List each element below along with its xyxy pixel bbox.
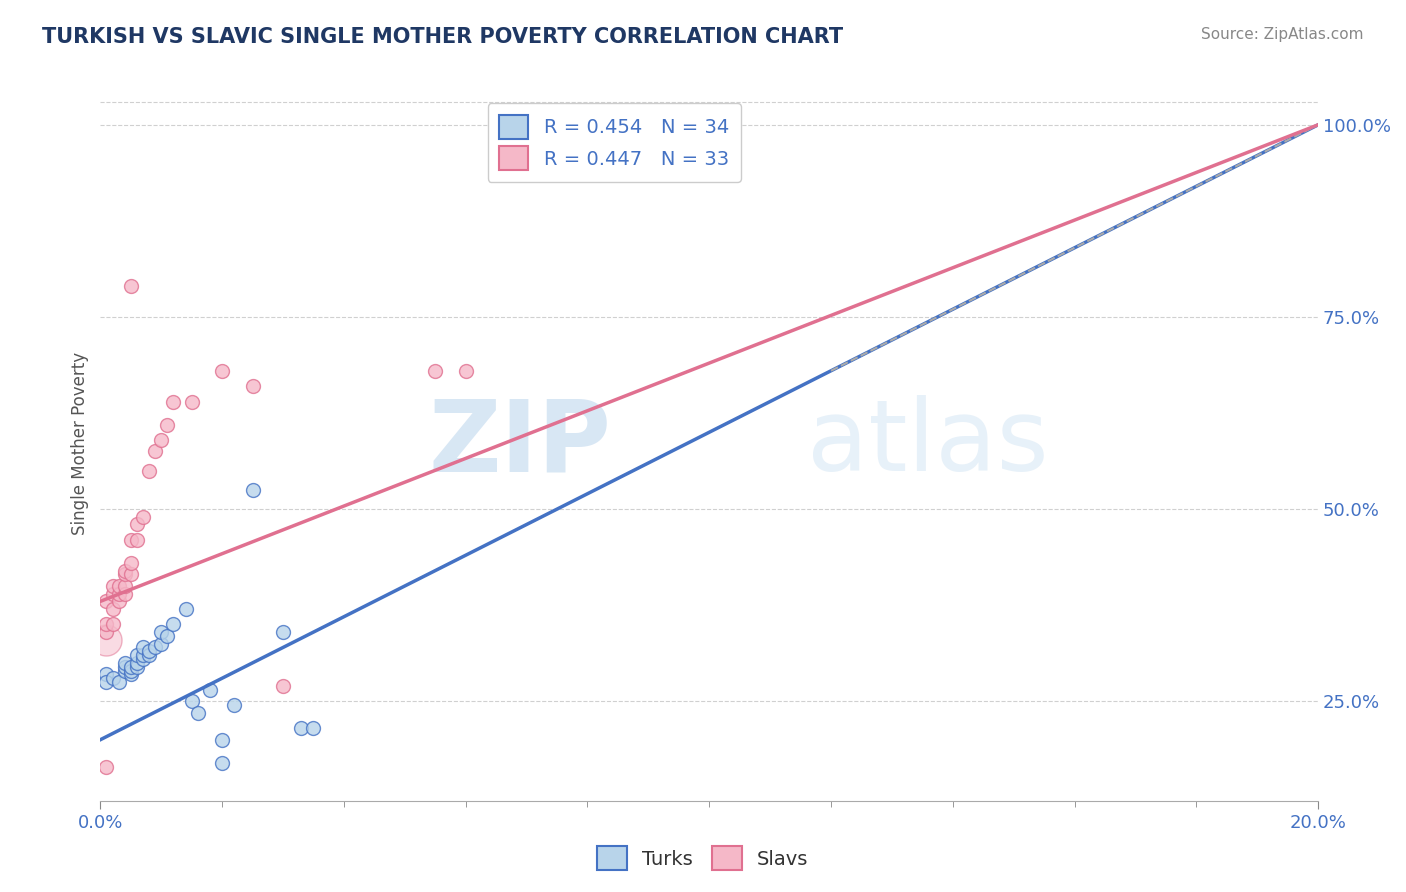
Y-axis label: Single Mother Poverty: Single Mother Poverty bbox=[72, 352, 89, 535]
Point bbox=[125, 517, 148, 532]
Point bbox=[138, 464, 160, 478]
Point bbox=[454, 364, 477, 378]
Point bbox=[290, 721, 312, 735]
Point bbox=[107, 675, 129, 690]
Point bbox=[150, 637, 173, 651]
Point bbox=[120, 533, 142, 547]
Point bbox=[143, 640, 166, 655]
Point bbox=[132, 509, 155, 524]
Point bbox=[242, 483, 264, 497]
Text: atlas: atlas bbox=[807, 395, 1049, 492]
Text: ZIP: ZIP bbox=[429, 395, 612, 492]
Point bbox=[96, 594, 118, 608]
Point bbox=[242, 379, 264, 393]
Text: Source: ZipAtlas.com: Source: ZipAtlas.com bbox=[1201, 27, 1364, 42]
Point bbox=[125, 533, 148, 547]
Legend: Turks, Slavs: Turks, Slavs bbox=[589, 838, 817, 878]
Point bbox=[198, 682, 221, 697]
Point bbox=[120, 659, 142, 673]
Point bbox=[150, 625, 173, 640]
Point bbox=[162, 617, 184, 632]
Point bbox=[114, 664, 136, 678]
Point bbox=[271, 679, 294, 693]
Point bbox=[211, 364, 233, 378]
Point bbox=[120, 667, 142, 681]
Point bbox=[224, 698, 246, 712]
Point bbox=[120, 664, 142, 678]
Point bbox=[120, 556, 142, 570]
Point bbox=[174, 602, 197, 616]
Point bbox=[114, 567, 136, 582]
Point bbox=[114, 579, 136, 593]
Point bbox=[96, 759, 118, 773]
Point bbox=[150, 433, 173, 447]
Point bbox=[114, 656, 136, 670]
Point bbox=[114, 659, 136, 673]
Point bbox=[107, 579, 129, 593]
Point bbox=[138, 648, 160, 662]
Point bbox=[132, 652, 155, 666]
Point bbox=[138, 644, 160, 658]
Point bbox=[101, 617, 124, 632]
Point bbox=[96, 675, 118, 690]
Point bbox=[125, 656, 148, 670]
Point bbox=[180, 394, 202, 409]
Point bbox=[120, 567, 142, 582]
Point bbox=[211, 732, 233, 747]
Point bbox=[107, 587, 129, 601]
Point bbox=[187, 706, 209, 720]
Point bbox=[132, 640, 155, 655]
Point bbox=[96, 667, 118, 681]
Point bbox=[132, 648, 155, 662]
Point bbox=[271, 625, 294, 640]
Point bbox=[143, 444, 166, 458]
Point bbox=[101, 579, 124, 593]
Point bbox=[125, 659, 148, 673]
Point bbox=[120, 279, 142, 293]
Point bbox=[302, 721, 325, 735]
Point bbox=[211, 756, 233, 770]
Point bbox=[107, 594, 129, 608]
Point bbox=[156, 629, 179, 643]
Point bbox=[101, 587, 124, 601]
Point bbox=[425, 364, 447, 378]
Point bbox=[162, 394, 184, 409]
Text: TURKISH VS SLAVIC SINGLE MOTHER POVERTY CORRELATION CHART: TURKISH VS SLAVIC SINGLE MOTHER POVERTY … bbox=[42, 27, 844, 46]
Point bbox=[180, 694, 202, 708]
Point bbox=[101, 671, 124, 685]
Point bbox=[114, 564, 136, 578]
Point bbox=[101, 602, 124, 616]
Point bbox=[125, 648, 148, 662]
Legend: R = 0.454   N = 34, R = 0.447   N = 33: R = 0.454 N = 34, R = 0.447 N = 33 bbox=[488, 103, 741, 182]
Point bbox=[114, 587, 136, 601]
Point bbox=[96, 617, 118, 632]
Point bbox=[156, 417, 179, 432]
Point bbox=[96, 625, 118, 640]
Point bbox=[96, 632, 118, 647]
